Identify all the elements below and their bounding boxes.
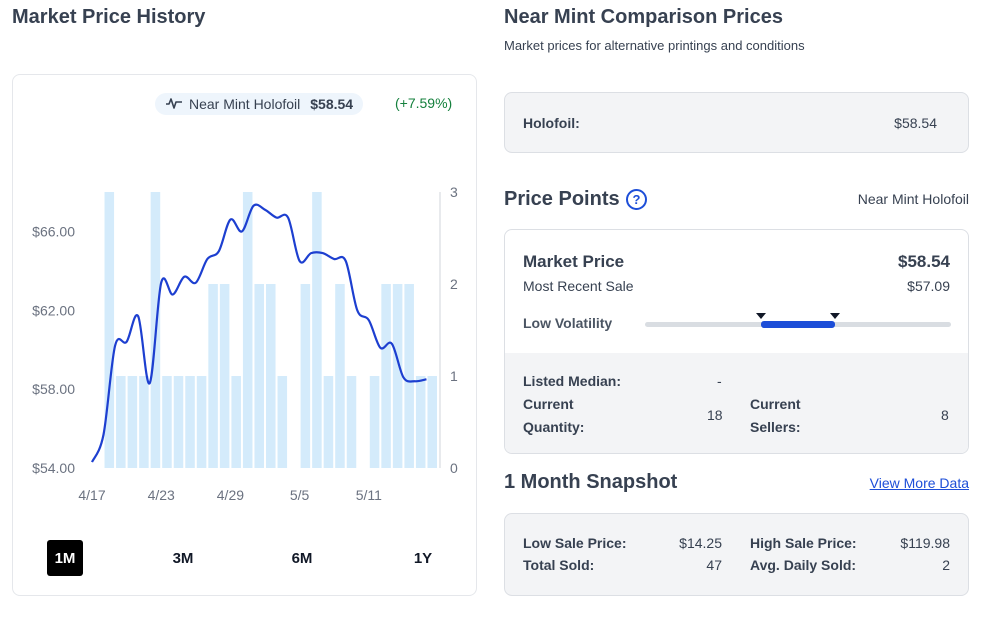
range-1y-button[interactable]: 1Y <box>413 549 433 567</box>
market-history-title: Market Price History <box>12 6 206 28</box>
comparison-title: Near Mint Comparison Prices <box>504 6 783 28</box>
volatility-meter <box>645 313 951 328</box>
current-sellers-label: Current Sellers: <box>750 396 801 435</box>
sales-bar <box>139 376 149 468</box>
low-sale-value: $14.25 <box>679 535 722 551</box>
listed-median-label: Listed Median: <box>523 373 622 389</box>
holofoil-value: $58.54 <box>894 115 937 131</box>
sales-bar <box>404 284 414 468</box>
avg-daily-label: Avg. Daily Sold: <box>750 557 857 573</box>
sales-bar <box>427 376 437 468</box>
y-right-tick-label: 0 <box>450 460 458 476</box>
listed-median-value: - <box>717 373 722 389</box>
y-right-tick-label: 1 <box>450 368 458 384</box>
sales-bar <box>231 376 241 468</box>
sales-bar <box>208 284 218 468</box>
recent-sale-value: $57.09 <box>907 278 950 294</box>
recent-sale-label: Most Recent Sale <box>523 278 634 294</box>
y-right-tick-label: 2 <box>450 276 458 292</box>
sales-bar <box>116 376 126 468</box>
sales-bar <box>415 376 426 468</box>
legend-change: (+7.59%) <box>395 95 453 111</box>
x-tick-label: 4/23 <box>148 487 175 503</box>
listing-stats: Listed Median: - Current Quantity: 18 Cu… <box>505 353 968 453</box>
price-points-condition: Near Mint Holofoil <box>857 191 969 207</box>
volatility-marker-high <box>829 313 840 319</box>
sales-bar <box>392 284 403 468</box>
sales-bar <box>312 192 322 468</box>
high-sale-value: $119.98 <box>900 535 950 551</box>
sales-bar <box>127 376 138 468</box>
y-left-tick-label: $54.00 <box>32 460 75 476</box>
sales-bar <box>300 284 311 468</box>
y-left-tick-label: $66.00 <box>32 223 75 239</box>
range-3m-button[interactable]: 3M <box>172 549 194 567</box>
sales-bar <box>381 284 391 468</box>
current-sellers-value: 8 <box>941 407 949 423</box>
holofoil-price-row: Holofoil: $58.54 <box>504 92 969 153</box>
legend-label: Near Mint Holofoil <box>189 96 301 112</box>
price-points-title: Price Points <box>504 188 620 210</box>
holofoil-label: Holofoil: <box>523 115 580 131</box>
y-left-tick-label: $62.00 <box>32 302 75 318</box>
sales-bar <box>173 376 184 468</box>
volatility-label: Low Volatility <box>523 315 613 331</box>
comparison-subtitle: Market prices for alternative printings … <box>504 38 805 53</box>
x-tick-label: 5/11 <box>356 487 382 503</box>
x-tick-label: 4/29 <box>217 487 244 503</box>
market-price-value: $58.54 <box>898 252 950 271</box>
line-chart-icon <box>165 96 183 113</box>
sales-bar <box>323 376 334 468</box>
price-line <box>90 203 427 463</box>
total-sold-value: 47 <box>706 557 722 573</box>
sales-bar <box>254 284 264 468</box>
sales-bar <box>266 284 276 468</box>
x-tick-label: 5/5 <box>290 487 310 503</box>
legend-price: $58.54 <box>310 96 354 112</box>
current-quantity-label: Current Quantity: <box>523 396 585 435</box>
sales-bar <box>277 376 288 468</box>
sales-bar <box>104 192 115 468</box>
sales-bar <box>219 284 230 468</box>
sales-bar <box>335 284 345 468</box>
sales-bar <box>162 376 172 468</box>
total-sold-label: Total Sold: <box>523 557 595 573</box>
help-icon[interactable]: ? <box>626 189 647 210</box>
volatility-fill <box>761 321 835 328</box>
y-left-tick-label: $58.00 <box>32 381 75 397</box>
sales-bar <box>369 376 380 468</box>
sales-bar <box>346 376 357 468</box>
view-more-data-link[interactable]: View More Data <box>869 475 969 491</box>
range-1m-button[interactable]: 1M <box>47 540 83 576</box>
price-points-card: Market Price $58.54 Most Recent Sale $57… <box>504 229 969 454</box>
sales-bar <box>242 192 253 468</box>
high-sale-label: High Sale Price: <box>750 535 857 551</box>
price-history-chart: $54.00 $58.00 $62.00 $66.00 0 1 2 3 4/17 4/23 4/29… <box>32 184 458 503</box>
avg-daily-value: 2 <box>942 557 950 573</box>
volatility-marker-low <box>756 313 767 319</box>
low-sale-label: Low Sale Price: <box>523 535 627 551</box>
range-6m-button[interactable]: 6M <box>291 549 313 567</box>
y-right-tick-label: 3 <box>450 184 458 200</box>
snapshot-title: 1 Month Snapshot <box>504 471 678 493</box>
current-quantity-value: 18 <box>707 407 723 423</box>
snapshot-card: Low Sale Price: $14.25 High Sale Price: … <box>504 513 969 596</box>
x-tick-label: 4/17 <box>78 487 105 503</box>
market-price-label: Market Price <box>523 252 625 271</box>
sales-bar <box>185 376 195 468</box>
sales-bar <box>196 376 207 468</box>
chart-legend[interactable]: Near Mint Holofoil $58.54 <box>155 93 364 115</box>
